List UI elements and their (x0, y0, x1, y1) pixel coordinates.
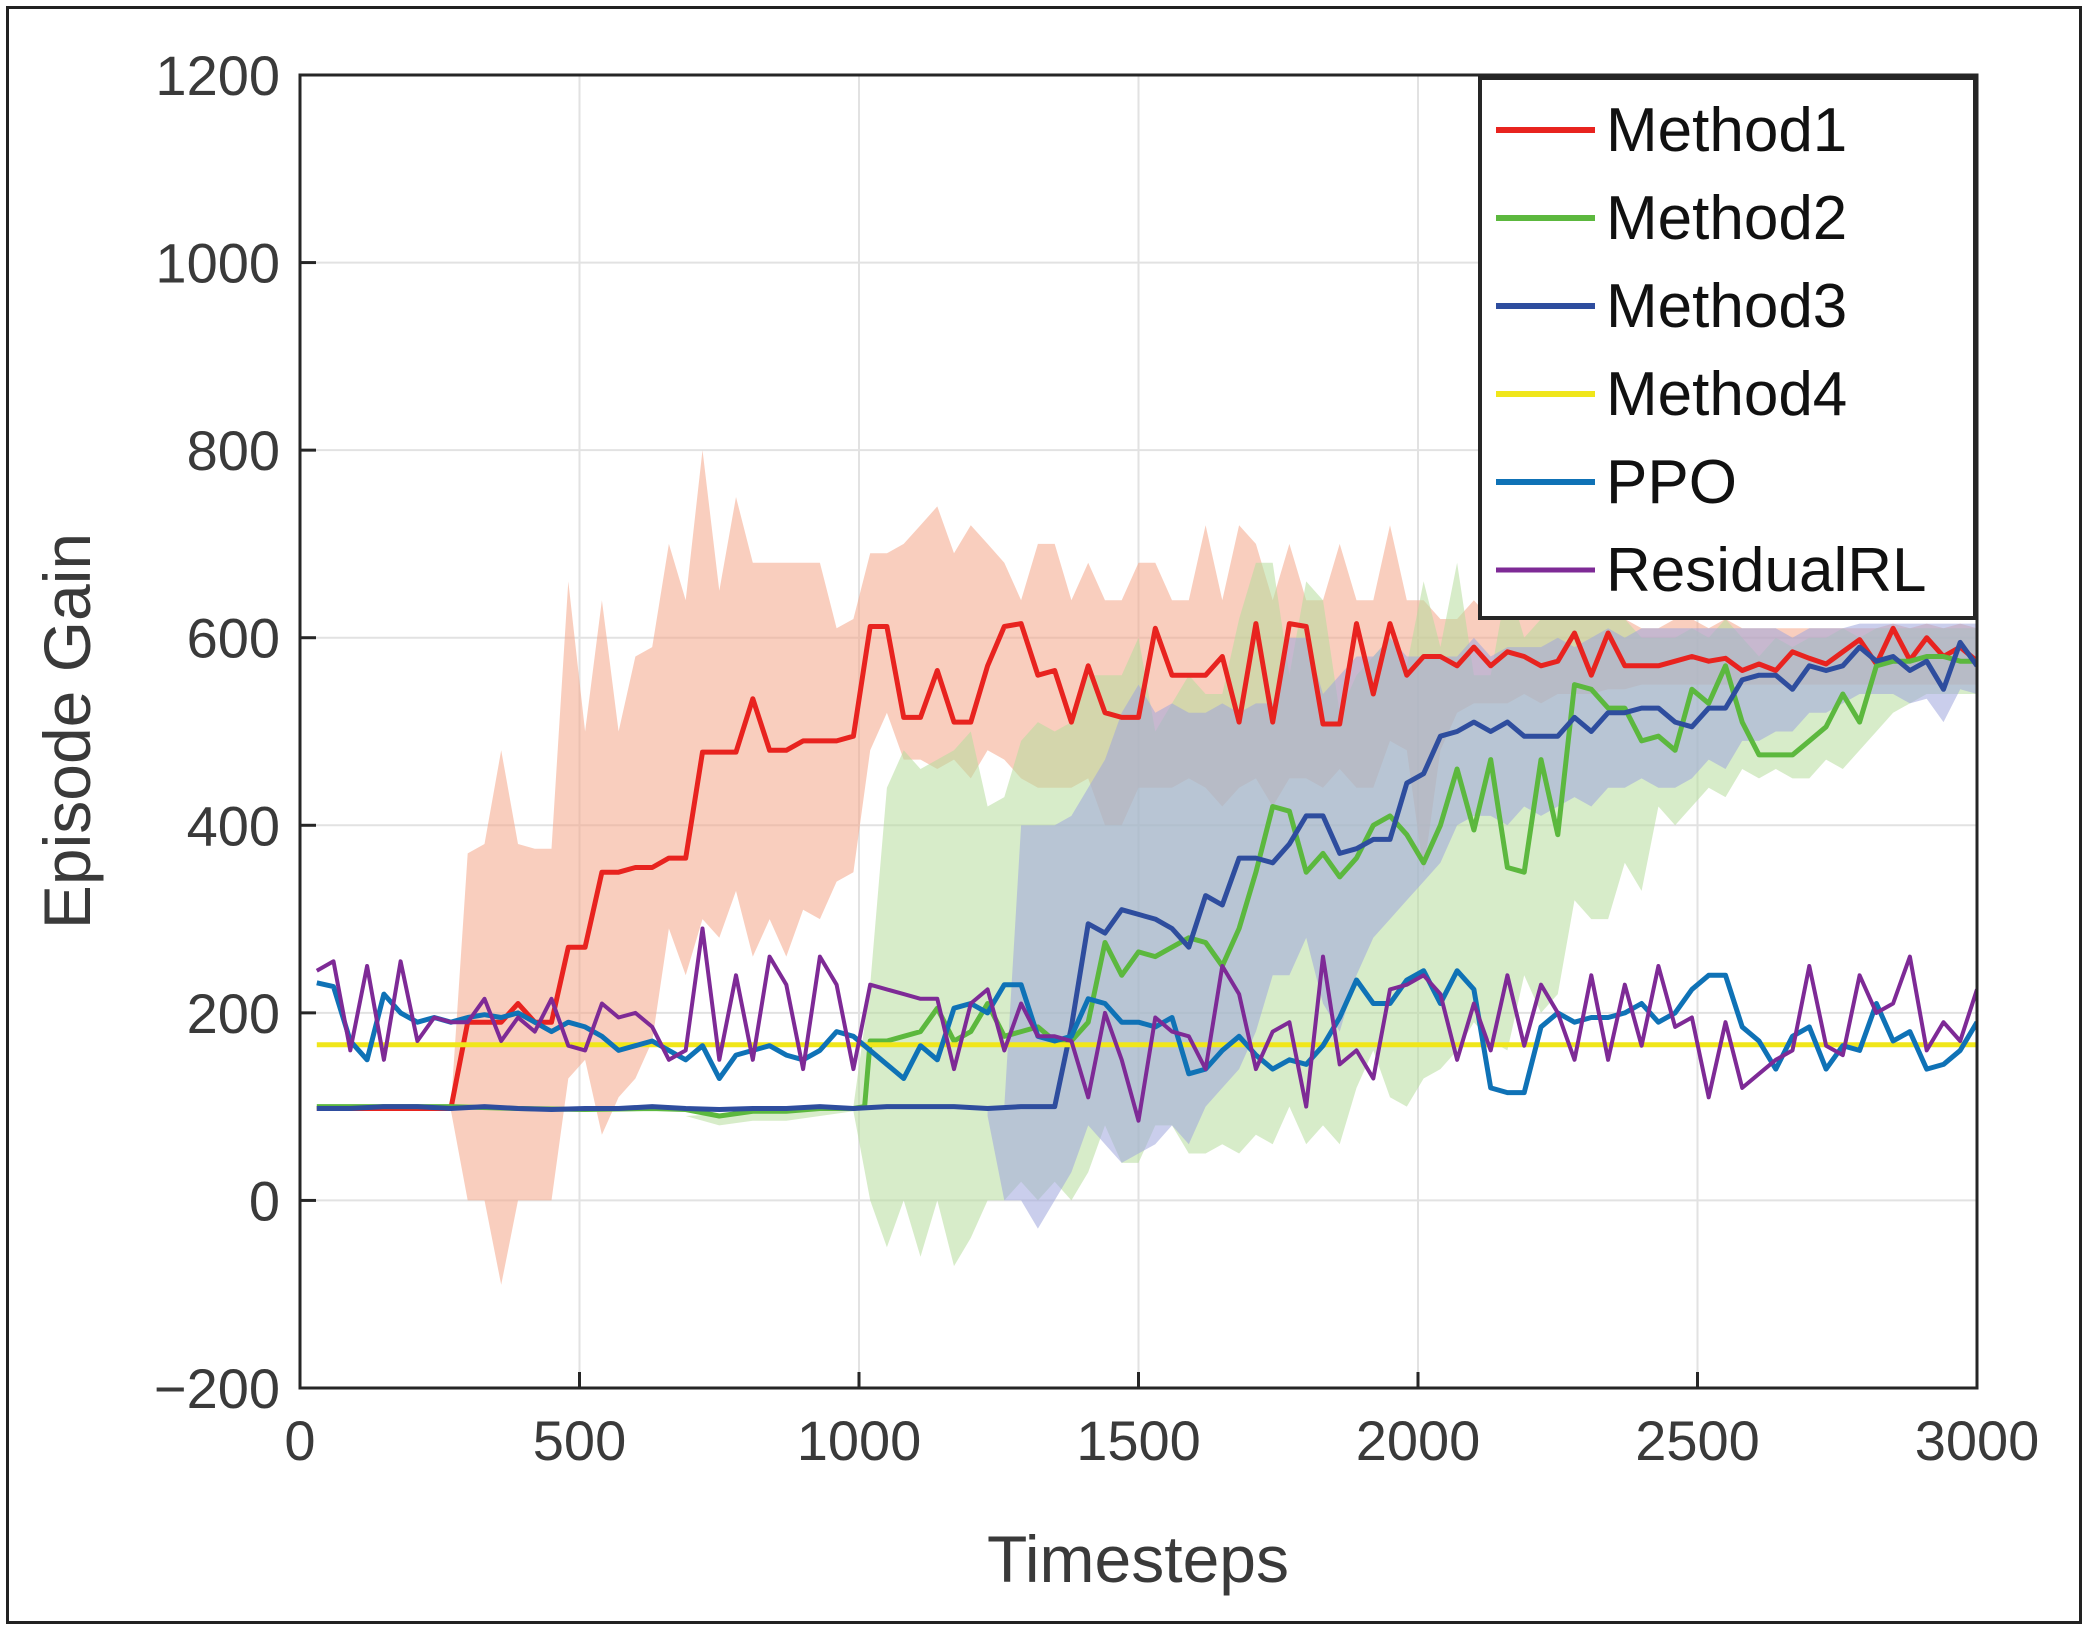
x-tick-label: 0 (284, 1409, 315, 1472)
x-tick-label: 2000 (1356, 1409, 1481, 1472)
series-lines (315, 621, 1977, 1123)
x-axis-label: Timesteps (987, 1522, 1289, 1596)
method1-line (316, 621, 1977, 1111)
y-tick-label: 0 (249, 1169, 280, 1232)
method2-line (316, 654, 1977, 1119)
y-tick-label: 600 (187, 607, 280, 670)
y-tick-label: 1200 (155, 44, 280, 107)
x-tick-label: 1000 (797, 1409, 922, 1472)
y-tick-label: 1000 (155, 232, 280, 295)
legend: Method1 Method2 Method3 Method4 PPO ResidualR… (1478, 76, 1977, 620)
legend-label-ppo: PPO (1606, 448, 1737, 517)
y-tick-label: −200 (154, 1357, 280, 1420)
legend-label-method4: Method4 (1606, 360, 1847, 429)
y-tick-label: 400 (187, 794, 280, 857)
legend-label-method1: Method1 (1606, 96, 1847, 165)
x-tick-label: 2500 (1635, 1409, 1760, 1472)
method3-band (987, 623, 1977, 1229)
y-tick-label: 200 (187, 982, 280, 1045)
x-tick-label: 3000 (1915, 1409, 2040, 1472)
x-tick-label: 500 (533, 1409, 626, 1472)
method3-line (316, 639, 1977, 1112)
y-axis-ticks: −200 0 200 400 600 800 1000 1200 (154, 44, 316, 1420)
y-axis-label: Episode Gain (30, 533, 104, 929)
legend-label-method2: Method2 (1606, 184, 1847, 253)
legend-label-residualrl: ResidualRL (1606, 536, 1927, 605)
residualrl-line (315, 926, 1977, 1123)
legend-box (1478, 76, 1977, 620)
x-tick-label: 1500 (1076, 1409, 1201, 1472)
y-tick-label: 800 (187, 419, 280, 482)
legend-label-method3: Method3 (1606, 272, 1847, 341)
x-axis-ticks: 0 500 1000 1500 2000 2500 3000 (284, 1372, 2039, 1472)
